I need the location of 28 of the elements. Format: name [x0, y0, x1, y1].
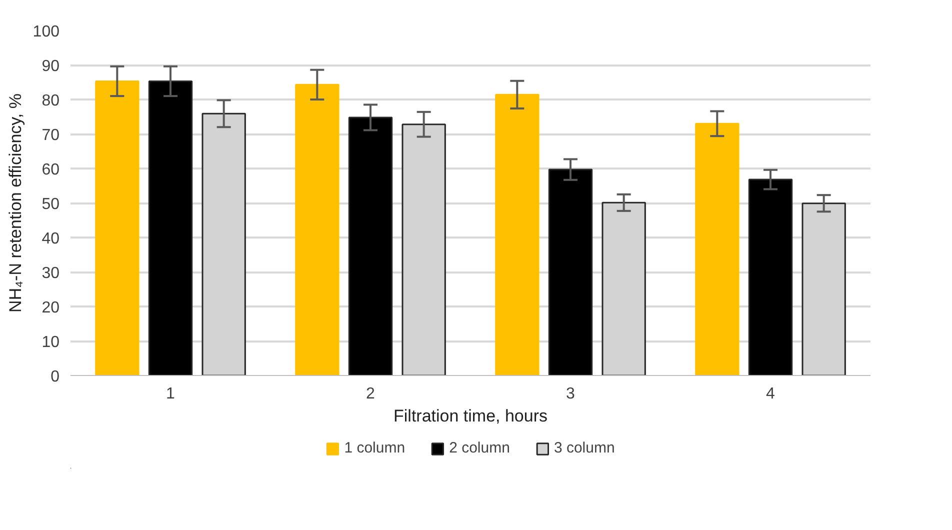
legend-label: 1 column	[344, 440, 406, 456]
y-axis-title: NH₄-N retention efficiency, %	[6, 94, 25, 312]
bar	[148, 80, 193, 376]
x-tick-label: 1	[166, 386, 176, 402]
legend-label: 2 column	[449, 440, 510, 456]
bar	[95, 80, 140, 376]
bar	[348, 116, 393, 376]
y-tick-label: 100	[32, 24, 60, 40]
x-tick-label: 2	[366, 386, 376, 402]
x-axis-title: Filtration time, hours	[394, 406, 548, 426]
x-tick-label: 4	[766, 386, 776, 402]
bar	[548, 168, 593, 376]
y-tick-label: 90	[42, 58, 60, 75]
y-tick-label: 70	[42, 127, 60, 144]
legend-label: 3 column	[554, 440, 615, 456]
y-tick-label: 40	[42, 230, 60, 248]
y-tick-label: 30	[42, 265, 60, 282]
y-tick-label: 60	[42, 162, 60, 178]
bar	[695, 122, 740, 376]
y-tick-label: 80	[42, 92, 60, 110]
x-tick-label: 3	[566, 386, 576, 402]
bar	[495, 94, 540, 376]
y-tick-label: 10	[42, 334, 60, 351]
y-tick-label: 50	[42, 196, 60, 213]
bar	[748, 178, 793, 376]
y-tick-label: 20	[42, 300, 60, 316]
y-tick-label: 0	[50, 368, 60, 386]
bar	[295, 84, 340, 376]
